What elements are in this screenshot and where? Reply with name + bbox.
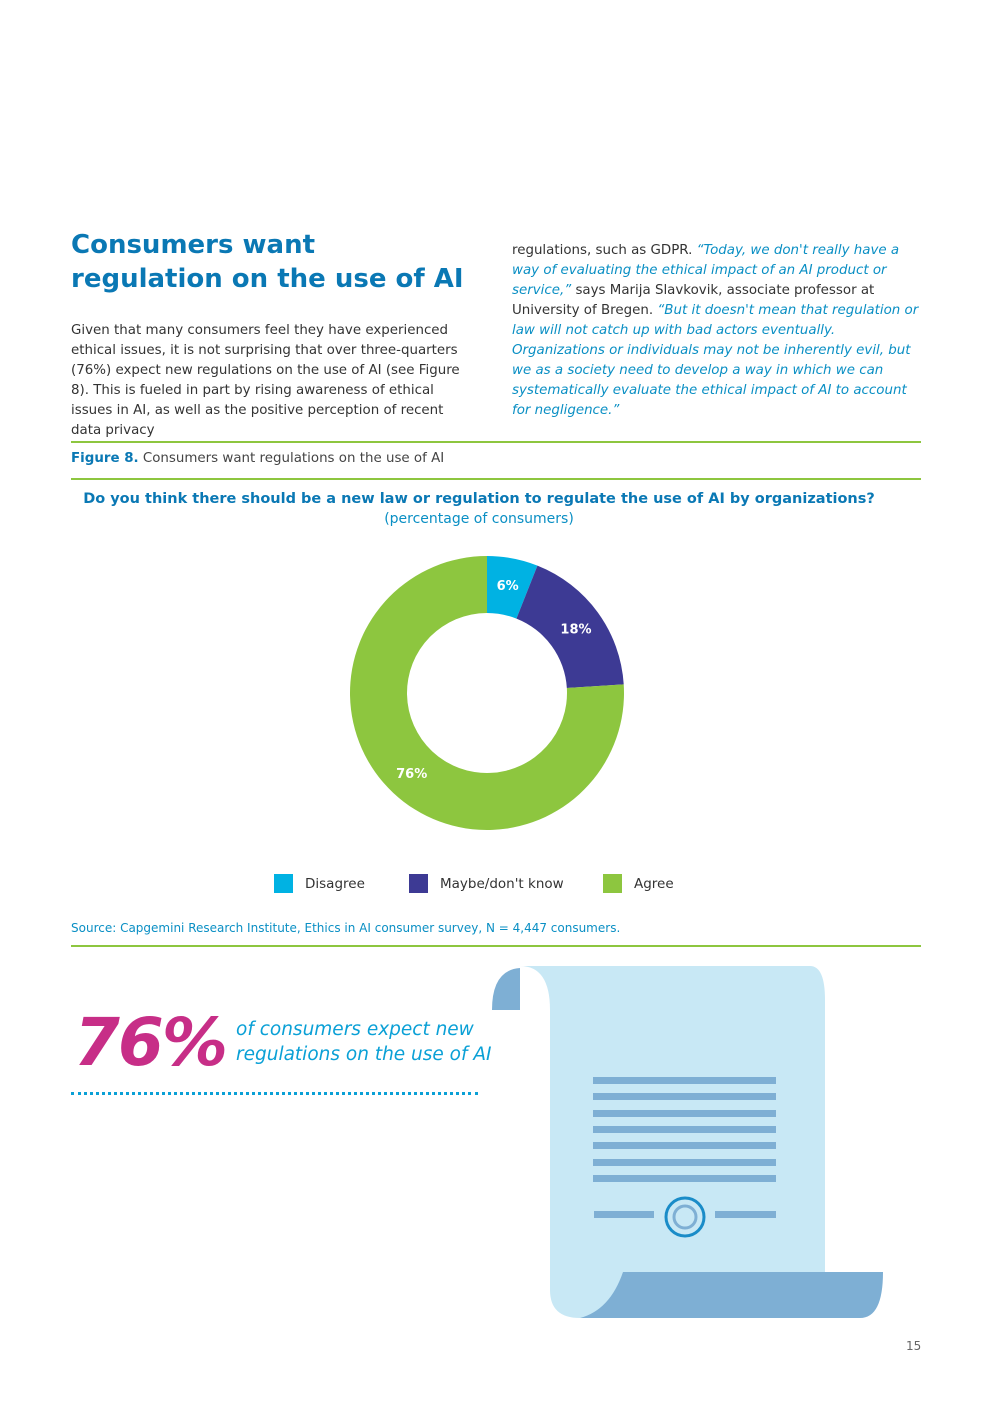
chart-title: Do you think there should be a new law o…	[83, 491, 875, 507]
legend-label: Agree	[634, 876, 674, 892]
donut-segment	[349, 556, 625, 830]
data-label: 6%	[497, 579, 519, 594]
donut-segment	[516, 565, 624, 688]
legend-swatch	[274, 874, 293, 893]
rule	[71, 478, 921, 480]
donut: 6% 18% 76%	[349, 556, 625, 830]
heading: Consumers want regulation on the use of …	[71, 230, 464, 294]
scroll-illustration	[492, 966, 883, 1318]
legend-label: Maybe/don't know	[440, 876, 564, 892]
body-text: regulations, such as GDPR.	[512, 243, 693, 258]
quote: “But it doesn't mean that regulation or …	[512, 303, 919, 418]
legend-label: Disagree	[305, 876, 365, 892]
donut-segment	[487, 556, 538, 619]
figure-caption: Figure 8. Consumers want regulations on …	[71, 451, 444, 466]
rule	[71, 945, 921, 947]
figure-number: Figure 8.	[71, 451, 139, 466]
page-number: 15	[906, 1339, 922, 1353]
data-label: 18%	[560, 622, 591, 637]
data-label: 76%	[396, 767, 427, 782]
rule	[71, 441, 921, 443]
quote: “Today, we don't really have a way of ev…	[512, 243, 900, 298]
divider	[71, 1092, 478, 1095]
source: Source: Capgemini Research Institute, Et…	[71, 921, 621, 935]
chart: Do you think there should be a new law o…	[83, 491, 875, 893]
stat-value: 76%	[74, 1004, 228, 1081]
legend-swatch	[409, 874, 428, 893]
stat-text: of consumers expect new regulations on t…	[236, 1019, 492, 1065]
body-text: Given that many consumers feel they have…	[71, 323, 460, 438]
legend-swatch	[603, 874, 622, 893]
body-text: says Marija Slavkovik, associate profess…	[512, 283, 875, 318]
figure-title: Consumers want regulations on the use of…	[142, 451, 445, 466]
legend: Disagree Maybe/don't know Agree	[274, 874, 674, 893]
body-text: regulations, such as GDPR. “Today, we do…	[512, 241, 924, 421]
chart-subtitle: (percentage of consumers)	[384, 511, 574, 527]
